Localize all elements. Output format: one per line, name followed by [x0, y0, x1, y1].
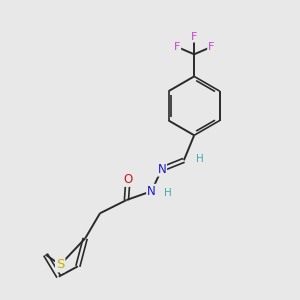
- Text: N: N: [147, 185, 156, 198]
- Text: N: N: [158, 163, 166, 176]
- Text: H: H: [196, 154, 204, 164]
- Text: F: F: [191, 32, 197, 42]
- Text: S: S: [56, 258, 64, 271]
- Text: O: O: [123, 173, 133, 186]
- Text: F: F: [174, 42, 180, 52]
- Text: H: H: [164, 188, 172, 198]
- Text: F: F: [208, 42, 214, 52]
